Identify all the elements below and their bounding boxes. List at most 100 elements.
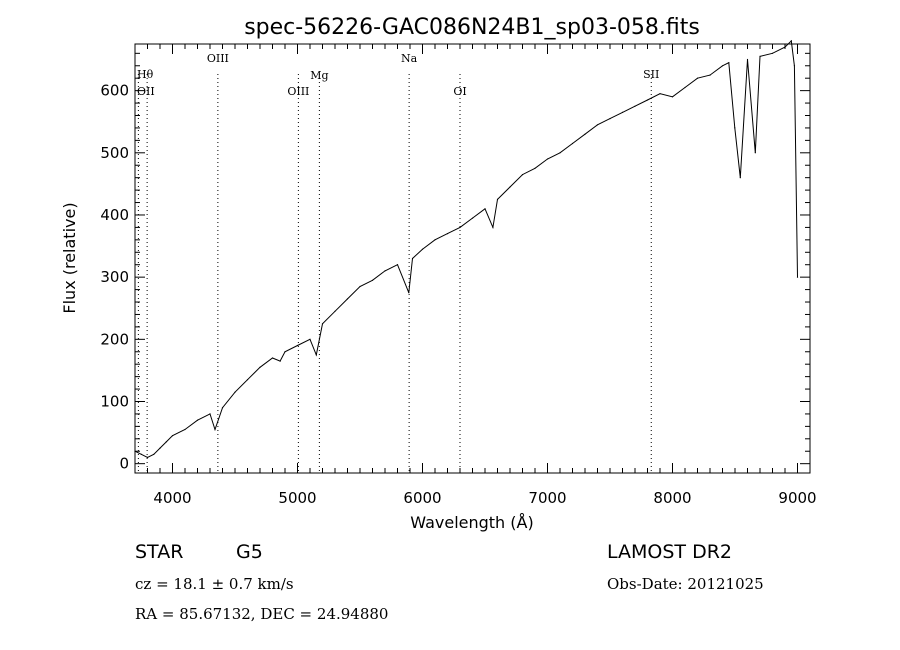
spectrum-point (784, 46, 786, 48)
spectrum-point (234, 391, 236, 393)
line-marker-label: OIII (207, 52, 229, 65)
spectrum-point (696, 77, 699, 79)
line-marker-label: Na (401, 52, 418, 65)
chart-title: spec-56226-GAC086N24B1_sp03-058.fits (244, 15, 700, 40)
x-tick-label: 6000 (403, 489, 441, 507)
y-tick-label: 200 (100, 330, 129, 348)
spectrum-point (596, 124, 599, 126)
spectrum-point (759, 55, 761, 58)
spectrum-point (584, 133, 586, 135)
spectrum-point (359, 285, 361, 288)
spectrum-point (634, 105, 636, 107)
spectrum-point (509, 186, 511, 188)
spectrum-point (159, 447, 161, 449)
x-tick-label: 9000 (778, 489, 816, 507)
spectrum-point (196, 419, 199, 421)
spectrum-point (521, 174, 524, 176)
spectrum-point (134, 450, 136, 452)
spectrum-point (384, 270, 386, 272)
y-tick-label: 100 (100, 393, 129, 411)
spectrum-point (739, 177, 741, 179)
object-class: STAR (135, 541, 183, 563)
y-tick-label: 0 (119, 455, 129, 473)
x-tick-label: 4000 (153, 489, 191, 507)
x-tick-label: 8000 (653, 489, 691, 507)
spectrum-point (371, 279, 374, 281)
spectrum-point (621, 111, 624, 113)
spectrum-point (771, 52, 774, 54)
spectrum-line (134, 39, 798, 459)
line-marker-label: Mg (310, 69, 328, 82)
spectrum-point (259, 366, 261, 368)
spectrum-point (728, 62, 730, 64)
spectrum-point (721, 65, 724, 67)
spectrum-point (790, 40, 792, 42)
axis-ticks: 4000 5000 6000 7000 8000 9000 0 100 200 300 400 500… (100, 44, 817, 507)
spectrum-point (484, 208, 486, 210)
spectrum-point (609, 118, 611, 120)
spectrum-point (165, 441, 167, 443)
coordinates-info: RA = 85.67132, DEC = 24.94880 (135, 605, 388, 623)
spectrum-point (221, 407, 224, 409)
y-tick-label: 500 (100, 144, 129, 162)
spectrum-point (146, 456, 149, 459)
x-axis-label: Wavelength (Å) (410, 513, 533, 532)
spectrum-point (309, 338, 311, 340)
spectrum-point (209, 413, 211, 415)
spectrum-point (396, 264, 399, 266)
spectrum-point (734, 127, 736, 129)
spectrum-point (140, 453, 142, 455)
spectrum-point (279, 360, 281, 362)
spectrum-point (421, 248, 424, 250)
line-marker-label: OI (453, 85, 466, 98)
survey-name: LAMOST DR2 (607, 541, 732, 563)
spectrum-point (671, 96, 674, 98)
x-tick-label: 7000 (528, 489, 566, 507)
spectrum-point (546, 158, 549, 160)
y-tick-label: 400 (100, 206, 129, 224)
spectrum-point (411, 257, 414, 260)
spectrum-point (754, 152, 756, 154)
redshift-info: cz = 18.1 ± 0.7 km/s (135, 575, 294, 593)
spectrum-point (534, 167, 536, 169)
spectrum-point (571, 142, 574, 145)
spectrum-point (793, 65, 796, 67)
spectrum-point (559, 152, 561, 154)
spectrum-point (321, 323, 324, 325)
spectrum-point (459, 226, 461, 228)
spectrum-point (659, 93, 661, 95)
spectrum-point (171, 435, 174, 437)
y-tick-label: 600 (100, 82, 129, 100)
spectrum-point (492, 226, 494, 228)
obs-date-info: Obs-Date: 20121025 (607, 575, 764, 593)
line-marker-label: OIII (287, 85, 309, 98)
spectrum-point (496, 198, 499, 200)
spectrum-point (184, 428, 186, 431)
spectrum-point (446, 233, 449, 235)
series-layer (134, 39, 799, 459)
plot-area-frame (134, 43, 811, 474)
spectrum-point (246, 379, 249, 381)
line-marker-label: Hθ (137, 68, 154, 81)
spectrum-point (153, 453, 155, 455)
spectrum-point (346, 298, 349, 300)
x-tick-label: 5000 (278, 489, 316, 507)
spectrum-point (296, 344, 299, 347)
spectrum-point (271, 357, 274, 359)
spectrum-point (284, 351, 286, 353)
spectrum-point (214, 428, 216, 431)
spectrum-point (684, 86, 686, 89)
spectrum-point (434, 239, 436, 241)
object-subclass: G5 (236, 541, 263, 563)
spectrum-point (646, 99, 649, 101)
spectrum-point (471, 217, 474, 219)
y-axis-label: Flux (relative) (60, 202, 79, 313)
y-tick-label: 300 (100, 268, 129, 286)
line-marker-label: OII (137, 85, 155, 98)
spectrum-point (334, 310, 336, 312)
spectrum-point (746, 58, 749, 61)
spectrum-point (796, 276, 799, 278)
spectrum-point (408, 292, 410, 294)
